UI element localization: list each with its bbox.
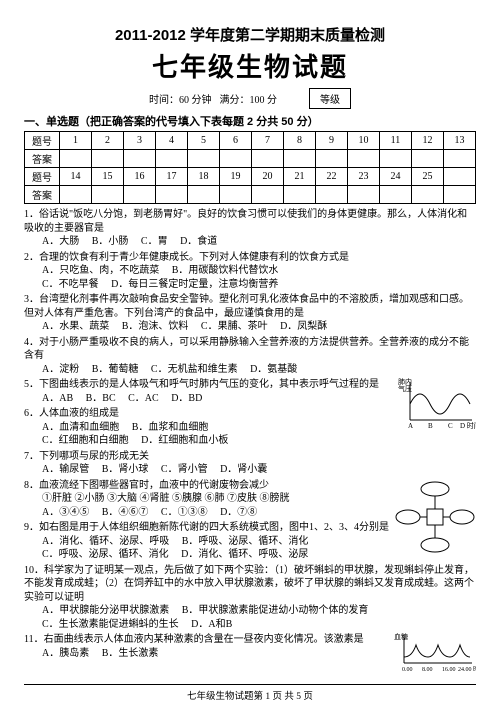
answer-table: 题号 1 2 3 4 5 6 7 8 9 10 11 12 13 答案 题号 1… bbox=[24, 131, 476, 204]
q9-diagram bbox=[394, 477, 476, 560]
meta-row: 时间：60 分钟 满分：100 分 等级 bbox=[24, 88, 476, 109]
score-text: 满分：100 分 bbox=[220, 91, 278, 106]
svg-text:C: C bbox=[448, 422, 453, 430]
svg-text:D 时间: D 时间 bbox=[460, 421, 476, 430]
exam-main-title: 七年级生物试题 bbox=[24, 47, 476, 84]
q8: 8．血液流经下图哪些器官时，血液中的代谢废物会减少 ①肝脏 ②小肠 ③大脑 ④肾… bbox=[24, 479, 394, 520]
q9: 9．如右图是用于人体组织细胞新陈代谢的四大系统模式图，图中1、2、3、4分别是 … bbox=[24, 521, 394, 562]
row-label-num1: 题号 bbox=[25, 132, 60, 150]
time-text: 时间：60 分钟 bbox=[149, 91, 212, 106]
q3: 3．台湾塑化剂事件再次敲响食品安全警钟。塑化剂可乳化液体食品中的不溶胶质，增加观… bbox=[24, 293, 476, 334]
svg-text:0.00: 0.00 bbox=[402, 667, 413, 673]
q11-chart: 血糖 0.00 8.00 16.00 24.00 时间 bbox=[394, 631, 476, 676]
q10: 10．科学家为了证明某一观点，先后做了如下两个实验：（1）破坏蝌蚪的甲状腺，发现… bbox=[24, 564, 476, 632]
exam-year-title: 2011-2012 学年度第二学期期末质量检测 bbox=[24, 24, 476, 45]
page-footer: 七年级生物试题第 1 页 共 5 页 bbox=[24, 684, 476, 702]
q4: 4．对于小肠严重吸收不良的病人，可以采用静脉输入全营养液的方法提供营养。全营养液… bbox=[24, 336, 476, 377]
svg-text:8.00: 8.00 bbox=[422, 667, 433, 673]
row-label-ans1: 答案 bbox=[25, 150, 60, 168]
svg-text:B: B bbox=[428, 422, 433, 430]
grade-box: 等级 bbox=[309, 88, 351, 109]
row-label-num2: 题号 bbox=[25, 168, 60, 186]
svg-text:24.00 时间: 24.00 时间 bbox=[458, 665, 476, 673]
svg-text:血糖: 血糖 bbox=[394, 632, 408, 641]
svg-text:16.00: 16.00 bbox=[442, 667, 456, 673]
row-label-ans2: 答案 bbox=[25, 186, 60, 204]
q1: 1．俗话说"饭吃八分饱，到老肠胃好"。良好的饮食习惯可以使我们的身体更健康。那么… bbox=[24, 208, 476, 249]
svg-text:A: A bbox=[408, 422, 413, 430]
q2: 2．合理的饮食有利于青少年健康成长。下列对人体健康有利的饮食方式是 A．只吃鱼、… bbox=[24, 251, 476, 292]
section1-heading: 一、单选题（把正确答案的代号填入下表每题 2 分共 50 分） bbox=[24, 113, 476, 129]
q5: 5．下图曲线表示的是人体吸气和呼气时肺内气压的变化，其中表示呼气过程的是 A．A… bbox=[24, 378, 398, 405]
q6: 6．人体血液的组成是 A．血清和血细胞 B．血浆和血细胞 C．红细胞和白细胞 D… bbox=[24, 407, 398, 448]
q7: 7．下列哪项与尿的形成无关 A．输尿管 B．肾小球 C．肾小管 D．肾小囊 bbox=[24, 450, 476, 477]
q11: 11．右面曲线表示人体血液内某种激素的含量在一昼夜内变化情况。该激素是 A．胰岛… bbox=[24, 633, 394, 660]
q5-chart: 肺内 气压 A B C D 时间 bbox=[398, 376, 476, 433]
